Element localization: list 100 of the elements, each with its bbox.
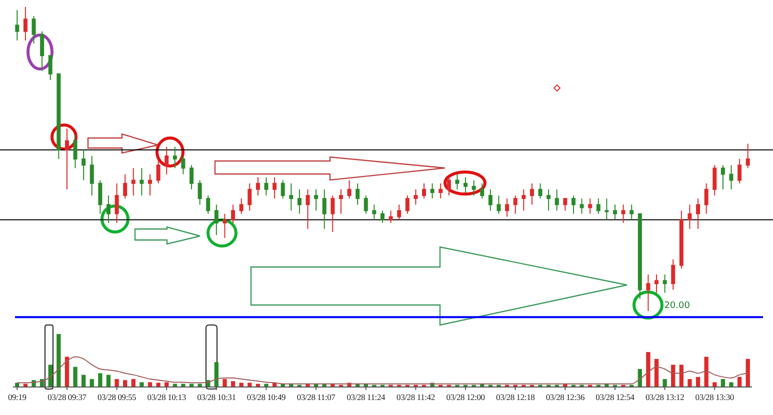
candlestick [388,210,393,224]
candlestick [32,16,36,44]
candlestick [106,194,110,224]
bar [56,334,61,387]
x-tick-label: 03/28 12:00 [446,392,485,402]
candlestick [654,274,659,294]
bar [114,379,119,387]
bar [688,379,692,387]
candlestick [98,180,102,214]
candlestick [688,204,692,230]
bar [646,352,650,387]
candlestick [671,258,676,290]
candlestick [214,204,218,236]
x-tick-label: 03/28 10:49 [246,392,286,402]
x-tick-label: 03/28 12:36 [546,392,584,402]
bar [98,373,102,387]
candlestick [538,182,542,200]
candlestick [380,210,384,224]
bar [214,362,219,387]
candlestick [638,213,642,300]
bar [148,382,152,387]
candlestick [90,155,94,196]
x-tick-label: 03/28 09:55 [97,392,136,402]
candlestick [422,182,426,200]
candlestick [48,55,52,80]
candlestick [405,194,410,214]
bar [140,382,144,387]
candlestick [704,182,708,214]
bar [230,381,236,387]
x-tick-label: 03/28 12:54 [596,392,636,402]
bar [746,358,750,387]
candlestick [248,182,252,212]
candlestick [464,176,468,193]
bar [73,366,78,387]
candlestick [662,274,667,294]
bar [222,379,227,387]
bar [106,374,111,387]
candlestick [231,204,236,224]
candlestick [488,188,492,212]
candlestick [280,180,285,200]
bar [712,382,717,387]
bar [90,379,94,387]
candlestick [397,204,402,220]
bar [696,376,700,387]
bar [64,356,70,387]
annotation: 20.00 [664,301,690,311]
candlestick [272,176,277,200]
candlestick [455,174,460,190]
candlestick [338,188,343,214]
candlestick [198,180,202,206]
candlestick [82,149,86,181]
candlestick [15,10,20,41]
candlestick [190,164,194,190]
x-tick-label: 03/28 10:31 [197,392,236,402]
candlestick [738,158,742,184]
candlestick [364,194,368,214]
candlestick [156,158,160,184]
candlestick [256,176,260,196]
candlestick [322,188,326,230]
x-tick-label: 03/28 11:24 [346,392,386,402]
candlestick [131,168,136,196]
candlestick [679,210,684,269]
bar [662,379,667,387]
candlestick [264,176,268,196]
bar [123,380,128,387]
candlestick [480,182,484,200]
candlestick [696,198,700,230]
bar [729,382,734,387]
candlestick [222,213,227,239]
bar [671,364,676,387]
candlestick [646,274,650,312]
candlestick [148,174,152,196]
x-tick-label: 03/28 09:37 [48,392,86,402]
candlestick [621,204,626,224]
candlestick [414,188,418,206]
candlestick [571,194,576,214]
candlestick [372,204,376,220]
candlestick [746,143,750,169]
candlestick [73,134,78,169]
candlestick [472,180,476,196]
candlestick [596,198,600,214]
bar [82,374,86,387]
x-tick-label: 03/28 13:12 [645,392,684,402]
candlestick [239,198,244,214]
candlestick [522,188,526,212]
candlestick [496,194,501,214]
candlestick [40,30,44,72]
candlestick [712,164,717,196]
x-tick-label: 03/28 12:18 [496,392,535,402]
candlestick [505,198,510,218]
candlestick [23,6,28,41]
candlestick [114,182,119,224]
candlestick [181,155,186,175]
candlestick [446,176,451,196]
candlestick [546,188,551,212]
candlestick [720,164,725,190]
candlestick [164,146,169,175]
candlestick [430,182,434,200]
x-tick-label: 03/28 13:30 [695,392,734,402]
bar [704,356,708,387]
